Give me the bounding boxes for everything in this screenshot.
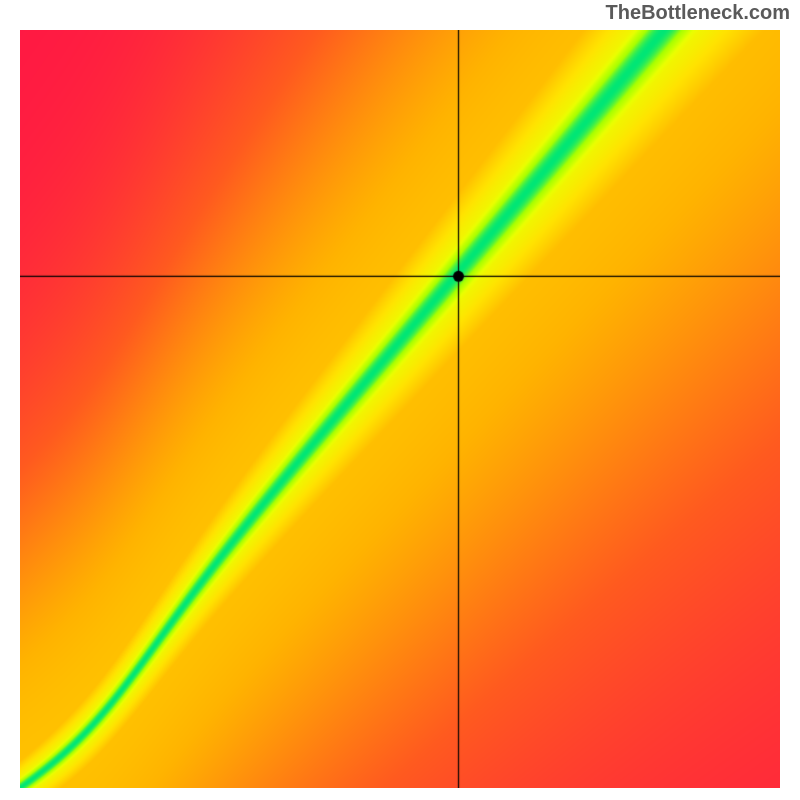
heatmap-canvas: [20, 30, 780, 788]
heatmap-plot: [20, 30, 780, 788]
chart-container: TheBottleneck.com: [0, 0, 800, 800]
watermark-text: TheBottleneck.com: [606, 2, 790, 25]
